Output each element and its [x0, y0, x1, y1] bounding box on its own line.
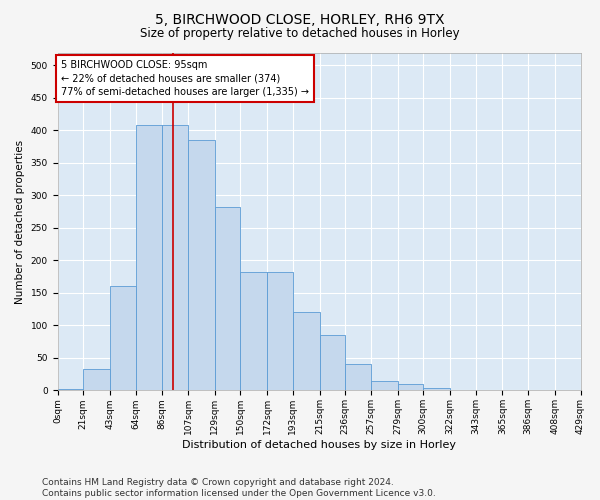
Text: Contains HM Land Registry data © Crown copyright and database right 2024.
Contai: Contains HM Land Registry data © Crown c… [42, 478, 436, 498]
Bar [58, 389, 83, 390]
Text: Size of property relative to detached houses in Horley: Size of property relative to detached ho… [140, 28, 460, 40]
X-axis label: Distribution of detached houses by size in Horley: Distribution of detached houses by size … [182, 440, 456, 450]
Bar [267, 272, 293, 390]
Bar [398, 384, 423, 390]
Text: 5, BIRCHWOOD CLOSE, HORLEY, RH6 9TX: 5, BIRCHWOOD CLOSE, HORLEY, RH6 9TX [155, 12, 445, 26]
Bar [320, 335, 345, 390]
Bar [110, 286, 136, 391]
Bar [83, 369, 110, 390]
Bar [241, 272, 267, 390]
Bar [215, 206, 241, 390]
Bar [188, 140, 215, 390]
Text: 5 BIRCHWOOD CLOSE: 95sqm
← 22% of detached houses are smaller (374)
77% of semi-: 5 BIRCHWOOD CLOSE: 95sqm ← 22% of detach… [61, 60, 309, 96]
Bar [163, 126, 188, 390]
Bar [136, 126, 163, 390]
Bar [423, 388, 450, 390]
Bar [345, 364, 371, 390]
Bar [371, 380, 398, 390]
Y-axis label: Number of detached properties: Number of detached properties [15, 140, 25, 304]
Bar [293, 312, 320, 390]
